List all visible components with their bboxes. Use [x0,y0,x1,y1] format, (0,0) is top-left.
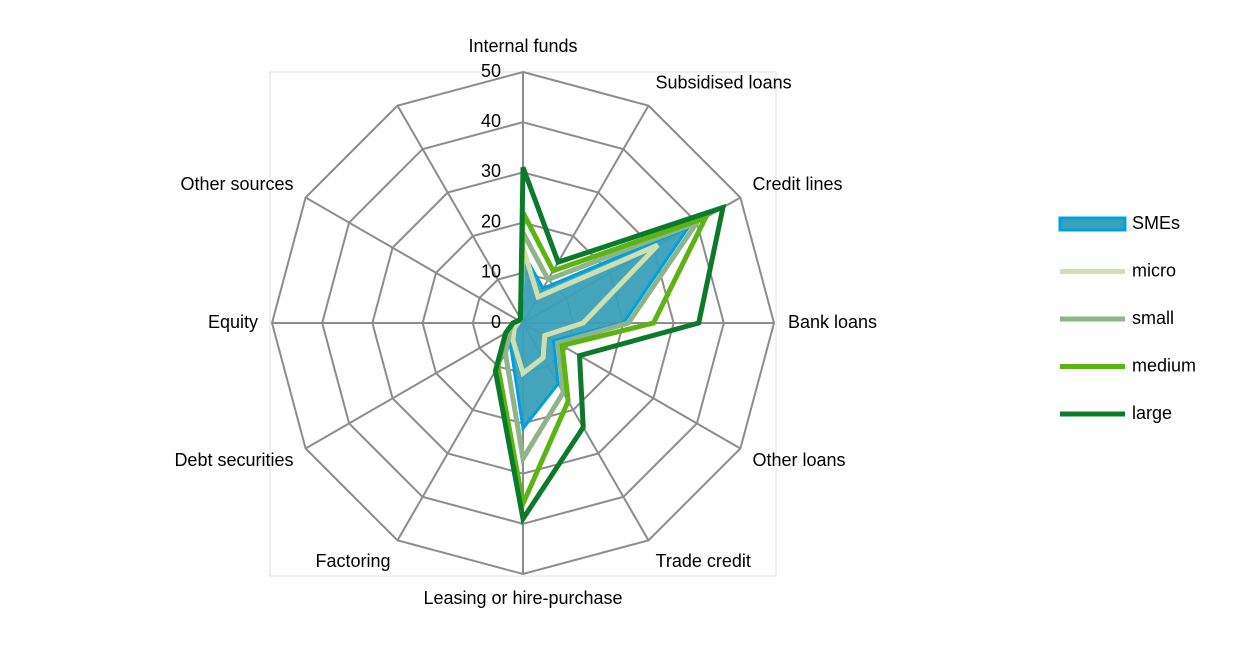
legend-label: small [1132,308,1174,328]
legend-label: medium [1132,355,1196,375]
category-label: Other sources [180,174,293,194]
r-tick-label: 20 [481,211,501,231]
series-area [492,166,727,526]
category-label: Factoring [315,551,390,571]
spoke [305,322,524,450]
category-label: Bank loans [788,312,877,332]
spoke [305,196,524,324]
r-tick-label: 30 [481,161,501,181]
category-label: Internal funds [468,36,577,56]
legend-label: SMEs [1132,213,1180,233]
legend-swatch [1058,216,1127,232]
category-label: Equity [208,312,258,332]
category-label: Debt securities [174,450,293,470]
r-tick-label: 10 [481,262,501,282]
r-tick-label: 0 [491,312,501,332]
category-label: Other loans [752,450,845,470]
category-label: Trade credit [656,551,751,571]
r-tick-label: 40 [481,111,501,131]
category-label: Credit lines [752,174,842,194]
legend-label: large [1132,403,1172,423]
category-label: Leasing or hire-purchase [423,588,622,608]
spoke [396,105,524,324]
legend-label: micro [1132,260,1176,280]
r-tick-label: 50 [481,61,501,81]
category-label: Subsidised loans [656,73,792,93]
